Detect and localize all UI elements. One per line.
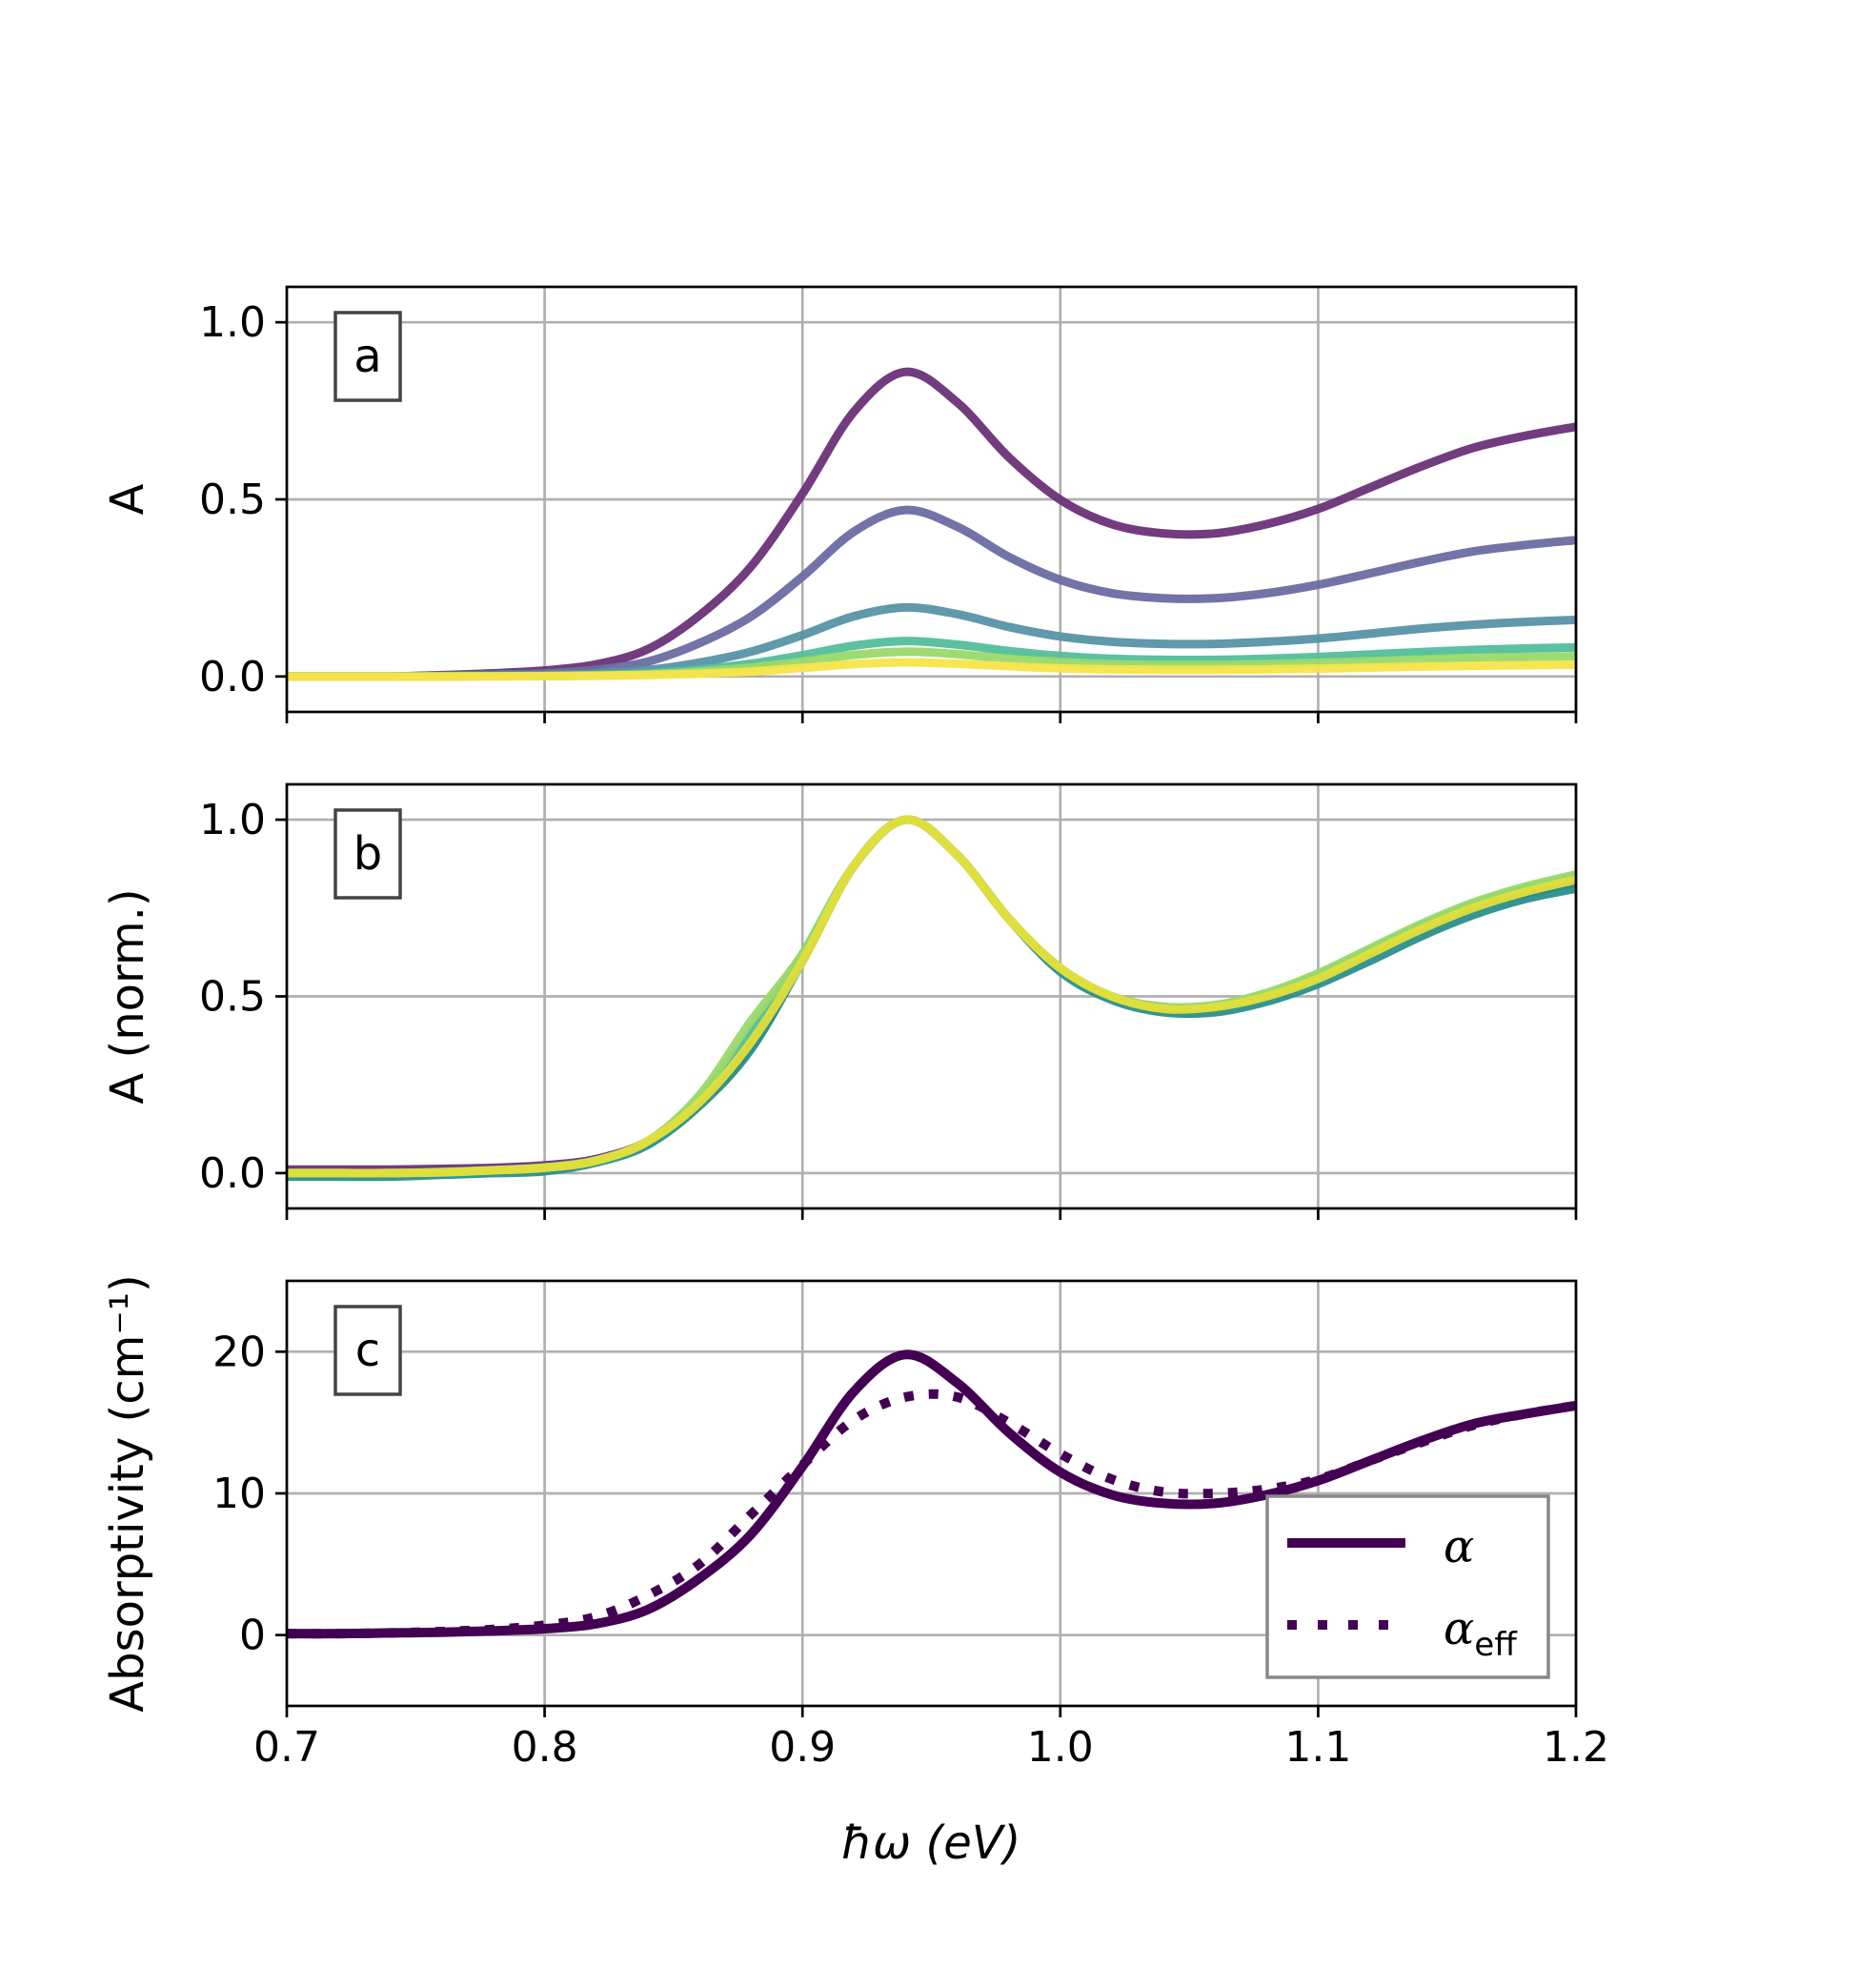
series-line-solid bbox=[287, 815, 1576, 1178]
series-line-solid bbox=[287, 815, 1576, 1174]
panel-label-box bbox=[333, 311, 402, 402]
y-tick-label: 20 bbox=[212, 1328, 266, 1376]
panel-a: 0.0 0.5 1.0 a A bbox=[101, 285, 1578, 723]
y-tick-label: 1.0 bbox=[199, 796, 266, 844]
y-axis-label: Absorptivity (cm⁻¹) bbox=[101, 1274, 154, 1712]
y-tick-label: 0.0 bbox=[199, 1149, 266, 1198]
legend-subscript: eff bbox=[1474, 1626, 1518, 1664]
legend-label: αeff bbox=[1444, 1602, 1518, 1664]
x-tick-label: 0.9 bbox=[769, 1723, 836, 1772]
axes-frame bbox=[285, 1279, 1578, 1708]
x-tick-label: 1.1 bbox=[1284, 1723, 1351, 1772]
x-tick-label: 1.0 bbox=[1027, 1723, 1094, 1772]
y-tick-label: 0.5 bbox=[199, 973, 266, 1022]
panel-c: 0.7 0.8 0.9 1.0 1.1 1.2 0 10 20 c Absorptivity (cm… bbox=[101, 1274, 1609, 1772]
y-tick-label: 0 bbox=[239, 1612, 266, 1660]
panel-label: b bbox=[353, 827, 382, 881]
legend-symbol: α bbox=[1444, 1520, 1474, 1573]
series-line-solid bbox=[287, 815, 1576, 1182]
axes-frame bbox=[285, 782, 1578, 1210]
legend-label: α bbox=[1444, 1520, 1474, 1573]
y-axis-label: A bbox=[101, 483, 154, 515]
series-line-solid bbox=[287, 658, 1576, 681]
y-tick-label: 10 bbox=[212, 1470, 266, 1518]
x-tick-label: 0.7 bbox=[253, 1723, 320, 1772]
y-tick-label: 0.5 bbox=[199, 476, 266, 524]
x-tick-label: 0.8 bbox=[512, 1723, 578, 1772]
panel-label: a bbox=[353, 330, 381, 383]
panel-label: c bbox=[355, 1324, 380, 1377]
y-tick-label: 1.0 bbox=[199, 298, 266, 347]
x-axis-label: ħω (eV) bbox=[841, 1816, 1021, 1870]
axes-frame bbox=[285, 285, 1578, 714]
y-axis-label: A (norm.) bbox=[101, 888, 154, 1104]
panel-label-box bbox=[333, 808, 402, 900]
legend-symbol: α bbox=[1444, 1602, 1474, 1655]
panel-b: 0.0 0.5 1.0 b A (norm.) bbox=[101, 782, 1578, 1220]
legend-box bbox=[1265, 1494, 1550, 1679]
panel-label-box bbox=[333, 1305, 402, 1396]
x-tick-label: 1.2 bbox=[1543, 1723, 1609, 1772]
y-tick-label: 0.0 bbox=[199, 653, 266, 701]
